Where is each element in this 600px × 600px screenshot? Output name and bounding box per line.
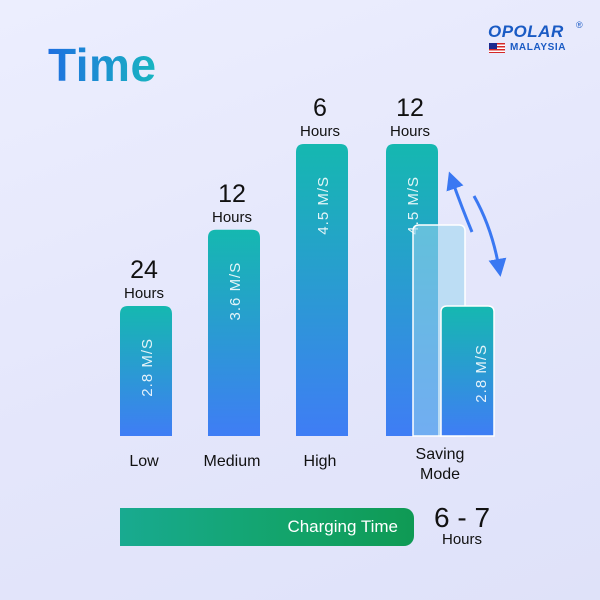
bar-value-low: 24 — [130, 256, 158, 284]
bar-saving-mode-low — [440, 305, 495, 437]
registered-mark: ® — [576, 20, 583, 30]
category-label-medium: Medium — [204, 453, 261, 470]
logo-country-text: MALAYSIA — [510, 42, 567, 53]
charging-time-label: Charging Time — [287, 517, 398, 536]
bar-value-saving-mode: 12 — [396, 94, 424, 122]
bar-unit-saving-mode: Hours — [390, 123, 430, 140]
bar-unit-low: Hours — [124, 285, 164, 302]
arrow-down-icon — [472, 195, 507, 277]
bar-speed-label-medium: 3.6 M/S — [227, 262, 244, 321]
arrow-up-icon — [446, 171, 474, 233]
bar-speed-label-high: 4.5 M/S — [315, 176, 332, 235]
bar-speed-label-saving-mode-low: 2.8 M/S — [473, 344, 490, 403]
bar-value-medium: 12 — [218, 180, 246, 208]
charging-time-bar: Charging Time — [120, 508, 414, 546]
category-label-saving: Saving — [416, 446, 465, 463]
category-label-low: Low — [129, 453, 159, 470]
charging-time-value: 6 - 7 — [433, 502, 491, 533]
brand-logo: OPOLAR ® MALAYSIA — [488, 20, 588, 62]
bar-speed-label-low: 2.8 M/S — [139, 338, 156, 397]
logo-brand-text: OPOLAR — [488, 22, 564, 41]
bar-high — [296, 144, 348, 436]
bar-medium — [208, 229, 260, 436]
bar-value-high: 6 — [313, 94, 327, 122]
bar-low — [120, 306, 172, 436]
bar-unit-high: Hours — [300, 123, 340, 140]
malaysia-flag-icon — [489, 43, 505, 53]
category-label-high: High — [304, 453, 337, 470]
bar-speed-label-saving-mode: 4.5 M/S — [405, 176, 422, 235]
page-title: Time — [48, 39, 157, 91]
category-label-mode: Mode — [420, 466, 460, 483]
charging-time-unit: Hours — [441, 531, 482, 548]
bar-unit-medium: Hours — [212, 209, 252, 226]
